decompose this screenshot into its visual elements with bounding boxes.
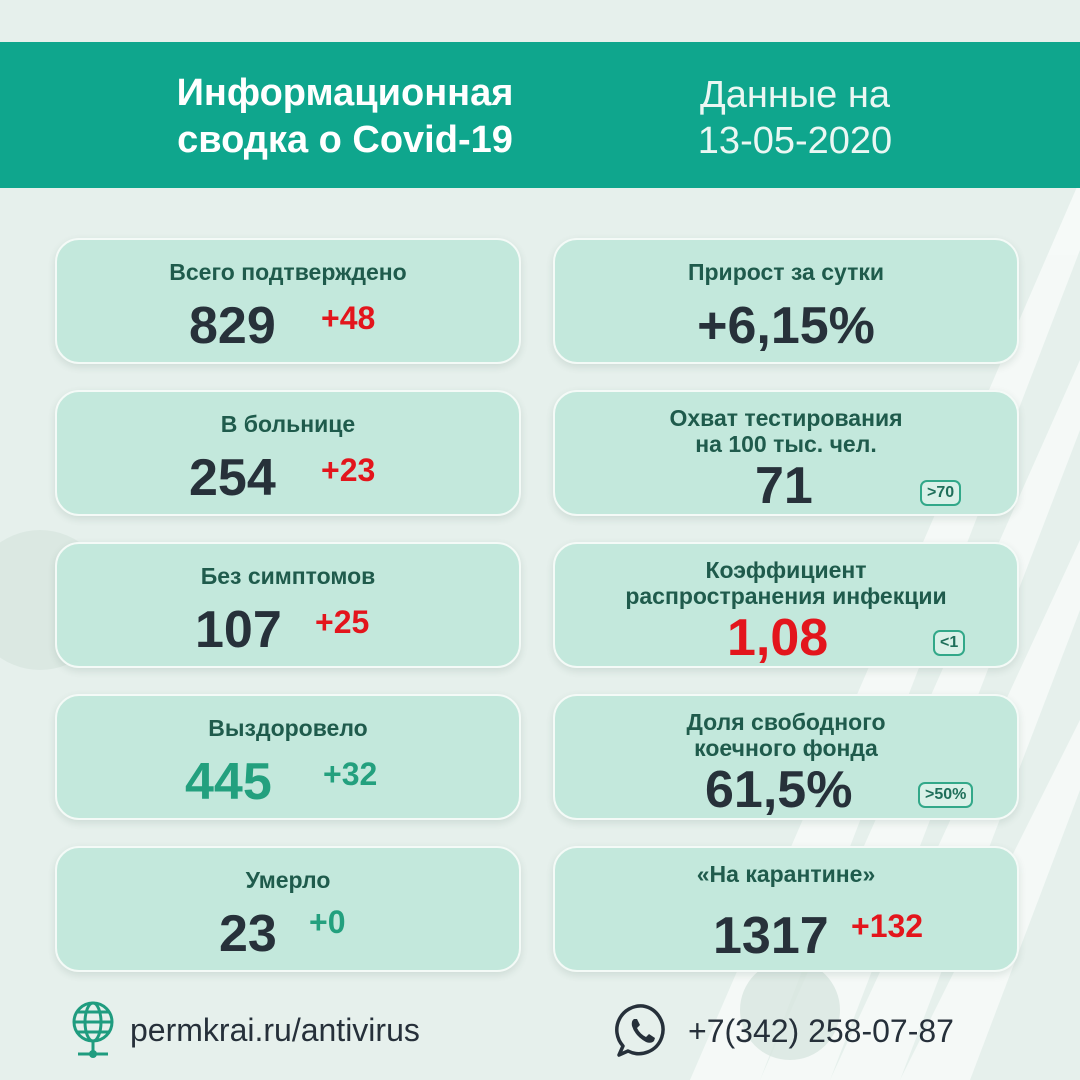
- card-in-hospital: В больнице 254 +23: [55, 390, 521, 516]
- card-label: «На карантине»: [696, 861, 876, 887]
- footer-website[interactable]: permkrai.ru/antivirus: [70, 1000, 420, 1060]
- card-label-line-2: на 100 тыс. чел.: [695, 431, 877, 457]
- header-banner: Информационная сводка о Covid-19 Данные …: [0, 42, 1080, 188]
- card-delta: +23: [321, 452, 376, 488]
- card-label: Без симптомов: [200, 563, 376, 589]
- card-value: 71: [755, 457, 813, 515]
- website-link[interactable]: permkrai.ru/antivirus: [130, 1011, 420, 1048]
- card-died: Умерло 23 +0: [55, 846, 521, 972]
- card-asymptomatic: Без симптомов 107 +25: [55, 542, 521, 668]
- card-label: В больнице: [220, 411, 356, 437]
- card-value: 445: [185, 753, 272, 811]
- card-free-beds: Доля свободного коечного фонда 61,5% >50…: [553, 694, 1019, 820]
- card-label: Всего подтверждено: [169, 259, 407, 285]
- card-label: Прирост за сутки: [687, 259, 885, 285]
- card-delta: +48: [321, 300, 376, 336]
- card-delta: +25: [315, 604, 370, 640]
- target-badge: <1: [933, 630, 966, 656]
- card-value: 829: [189, 297, 276, 355]
- card-label-line-2: коечного фонда: [694, 735, 878, 761]
- card-value: 1,08: [727, 609, 829, 667]
- footer-phone[interactable]: +7(342) 258-07-87: [614, 1002, 954, 1060]
- card-delta: +0: [309, 904, 346, 940]
- card-recovered: Выздоровело 445 +32: [55, 694, 521, 820]
- card-label: Умерло: [245, 867, 331, 893]
- target-badge: >70: [920, 480, 962, 506]
- card-testing-coverage: Охват тестирования на 100 тыс. чел. 71 >…: [553, 390, 1019, 516]
- globe-icon: [70, 1000, 116, 1060]
- card-label-line-2: распространения инфекции: [625, 583, 947, 609]
- card-value: 1317: [713, 907, 829, 965]
- title-line-2: сводка о Covid-19: [177, 119, 513, 161]
- card-delta: +32: [323, 756, 378, 792]
- phone-number[interactable]: +7(342) 258-07-87: [688, 1012, 954, 1049]
- title-line-1: Информационная: [176, 72, 514, 114]
- card-value: 107: [195, 601, 282, 659]
- card-value: 61,5%: [705, 761, 853, 819]
- card-value: 254: [189, 449, 276, 507]
- page-title: Информационная сводка о Covid-19: [95, 70, 595, 164]
- card-spread-coefficient: Коэффициент распространения инфекции 1,0…: [553, 542, 1019, 668]
- whatsapp-phone-icon: [614, 1002, 672, 1060]
- target-badge: >50%: [918, 782, 974, 808]
- card-label-line-1: Охват тестирования: [669, 405, 903, 431]
- card-label: Выздоровело: [208, 715, 368, 741]
- card-total-confirmed: Всего подтверждено 829 +48: [55, 238, 521, 364]
- date-line-2: 13-05-2020: [697, 120, 893, 162]
- report-date: Данные на 13-05-2020: [655, 72, 935, 164]
- card-daily-growth: Прирост за сутки +6,15%: [553, 238, 1019, 364]
- card-label-line-1: Коэффициент: [705, 557, 867, 583]
- card-quarantine: «На карантине» 1317 +132: [553, 846, 1019, 972]
- card-delta: +132: [851, 908, 924, 944]
- card-value: +6,15%: [697, 297, 875, 355]
- card-label-line-1: Доля свободного: [686, 709, 886, 735]
- card-value: 23: [219, 905, 277, 963]
- date-line-1: Данные на: [700, 74, 890, 116]
